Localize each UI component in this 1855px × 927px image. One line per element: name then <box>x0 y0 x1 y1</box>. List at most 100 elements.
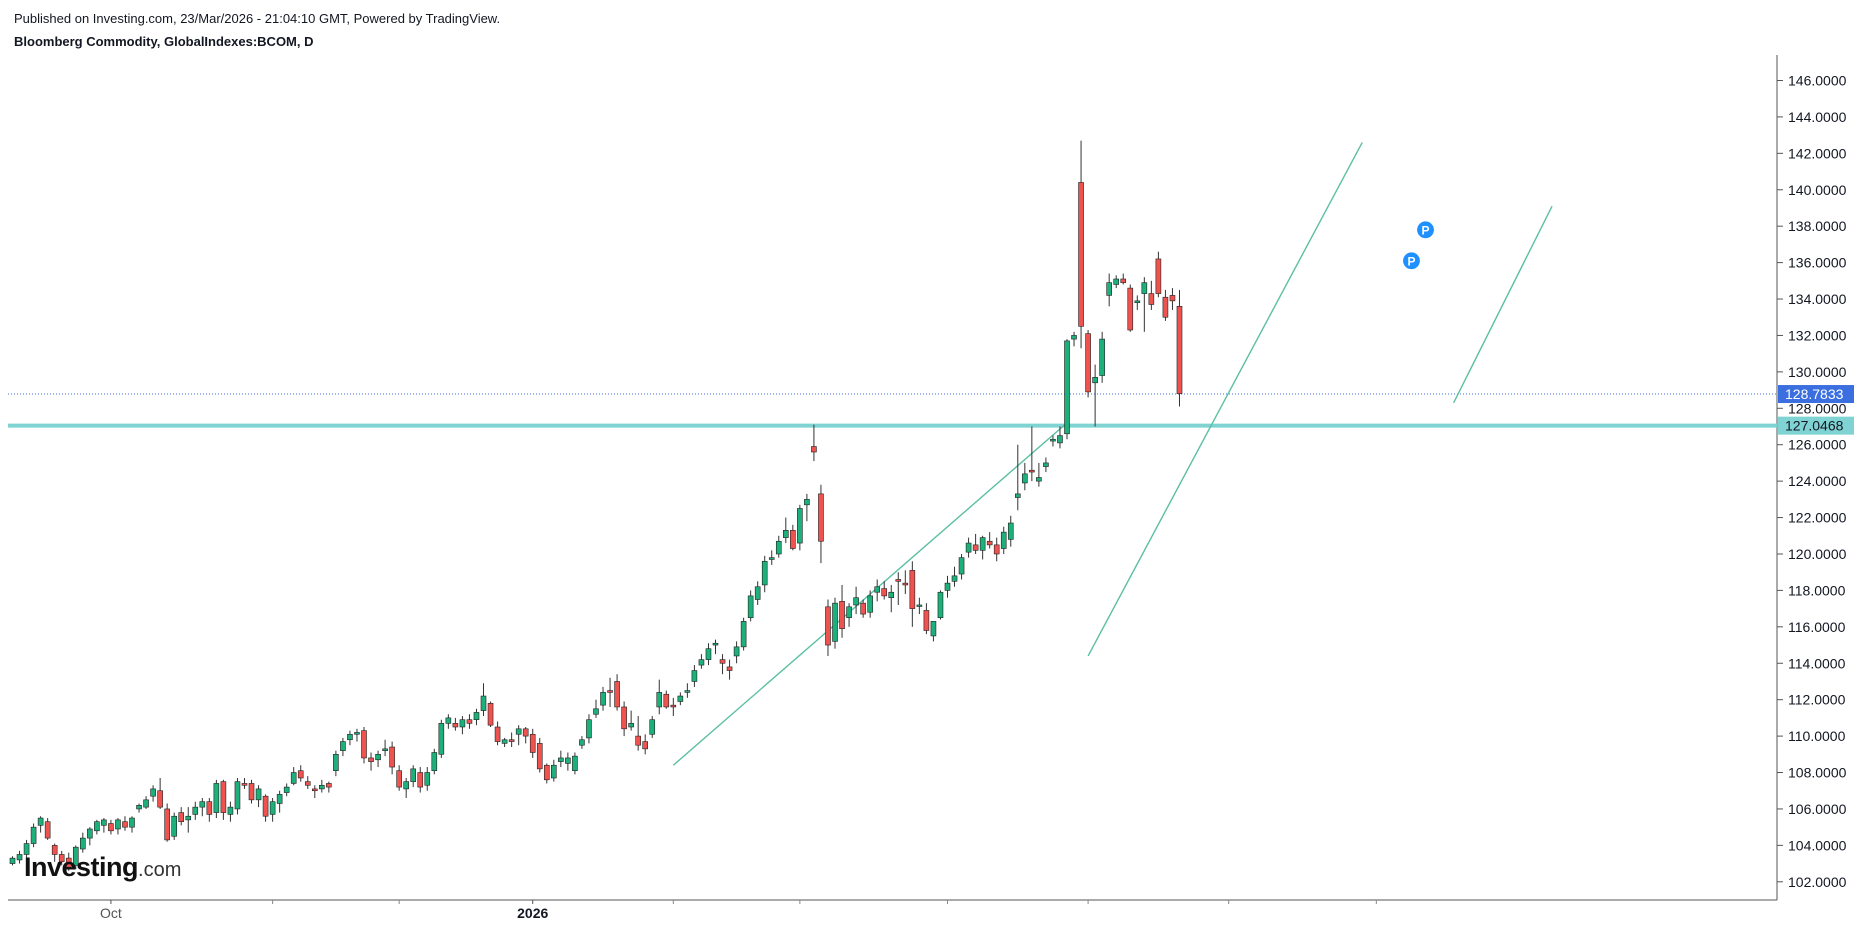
candle-body <box>923 610 930 631</box>
candle-down <box>220 779 227 820</box>
candle-down <box>621 701 627 737</box>
candle-body <box>565 757 571 764</box>
last-price-label: 128.7833 <box>1778 385 1854 404</box>
candle-body <box>115 819 121 830</box>
candle-up <box>171 812 177 840</box>
candle-body <box>839 601 845 629</box>
candle-down <box>262 794 269 822</box>
candle-body <box>951 575 958 582</box>
candle-body <box>333 754 339 772</box>
candle-up <box>1071 331 1077 347</box>
y-tick-label: 122.0000 <box>1788 510 1847 526</box>
candle-body <box>649 719 656 735</box>
candle-body <box>1127 287 1134 331</box>
candle-body <box>262 795 269 817</box>
candle-up <box>410 765 417 788</box>
candle-body <box>607 690 613 693</box>
candle-body <box>733 646 740 657</box>
candle-up <box>255 785 262 808</box>
candle-up <box>276 790 283 813</box>
trendline <box>1087 142 1363 657</box>
candle-down <box>719 654 726 675</box>
candle-body <box>515 728 522 735</box>
candle-up <box>832 597 838 649</box>
candle-down <box>1127 284 1134 332</box>
candle-up <box>192 801 199 820</box>
candle-up <box>979 535 986 560</box>
candle-body <box>108 823 114 832</box>
candle-body <box>895 579 902 582</box>
candle-up <box>101 818 107 833</box>
candle-down <box>1176 289 1183 407</box>
logo-suffix: .com <box>138 859 182 881</box>
candle-body <box>480 695 487 711</box>
y-tick-label: 104.0000 <box>1788 837 1847 853</box>
candle-down <box>487 701 494 727</box>
x-axis: Oct 2026 <box>100 900 1377 921</box>
y-tick-label: 112.0000 <box>1788 692 1846 708</box>
candle-up <box>698 654 705 669</box>
y-tick-label: 130.0000 <box>1788 364 1847 380</box>
candle-body <box>51 845 58 855</box>
candle-body <box>304 781 311 786</box>
candle-body <box>1134 300 1141 303</box>
candle-body <box>143 799 149 808</box>
trendline <box>1453 205 1553 404</box>
candle-up <box>944 575 951 598</box>
candle-body <box>677 695 684 702</box>
candle-down <box>51 843 58 862</box>
support-price-label-text: 127.0468 <box>1785 418 1844 434</box>
support-price-label: 127.0468 <box>1778 416 1854 435</box>
candle-down <box>909 561 916 627</box>
candle-up <box>1092 364 1098 427</box>
candle-up <box>37 816 44 833</box>
candle-up <box>354 728 360 742</box>
candle-body <box>529 733 536 753</box>
candle-body <box>171 815 177 837</box>
candle-up <box>213 779 220 819</box>
candle-down <box>58 850 65 866</box>
candle-body <box>185 815 192 821</box>
candle-body <box>368 757 374 762</box>
candle-body <box>297 770 304 779</box>
candle-up <box>916 597 923 615</box>
candle-up <box>1022 462 1028 491</box>
candle-body <box>227 806 234 815</box>
chart-title: Bloomberg Commodity, GlobalIndexes:BCOM,… <box>14 34 314 49</box>
price-labels: 128.7833 127.0468 <box>1778 385 1854 435</box>
candle-up <box>930 621 937 642</box>
candle-up <box>501 737 508 748</box>
candle-body <box>972 544 979 551</box>
candle-down <box>536 737 543 773</box>
logo-brand: Investing <box>24 852 139 882</box>
candle-up <box>1007 515 1014 547</box>
candle-body <box>663 693 670 708</box>
candle-up <box>1014 444 1021 511</box>
candle-down <box>326 781 332 793</box>
candle-down <box>1169 288 1176 310</box>
y-tick-label: 116.0000 <box>1788 619 1846 635</box>
p-marker-label: P <box>1407 254 1415 268</box>
candle-up <box>558 750 564 768</box>
candle-up <box>403 777 409 799</box>
y-tick-label: 134.0000 <box>1788 291 1847 307</box>
candle-body <box>178 812 185 822</box>
candle-body <box>213 783 220 813</box>
y-tick-label: 114.0000 <box>1788 655 1846 671</box>
last-price-label-text: 128.7833 <box>1785 386 1844 402</box>
candle-down <box>881 581 888 600</box>
candle-up <box>80 832 86 853</box>
candle-body <box>958 557 965 575</box>
y-tick-label: 146.0000 <box>1788 72 1847 88</box>
candle-body <box>846 606 852 619</box>
candle-down <box>164 803 170 842</box>
candle-body <box>375 754 381 761</box>
candle-body <box>347 733 353 741</box>
candle-up <box>1057 426 1063 449</box>
candle-body <box>389 746 395 768</box>
candle-up <box>269 798 276 822</box>
candle-down <box>304 776 311 789</box>
candle-body <box>9 857 16 864</box>
candle-down <box>993 537 1000 562</box>
